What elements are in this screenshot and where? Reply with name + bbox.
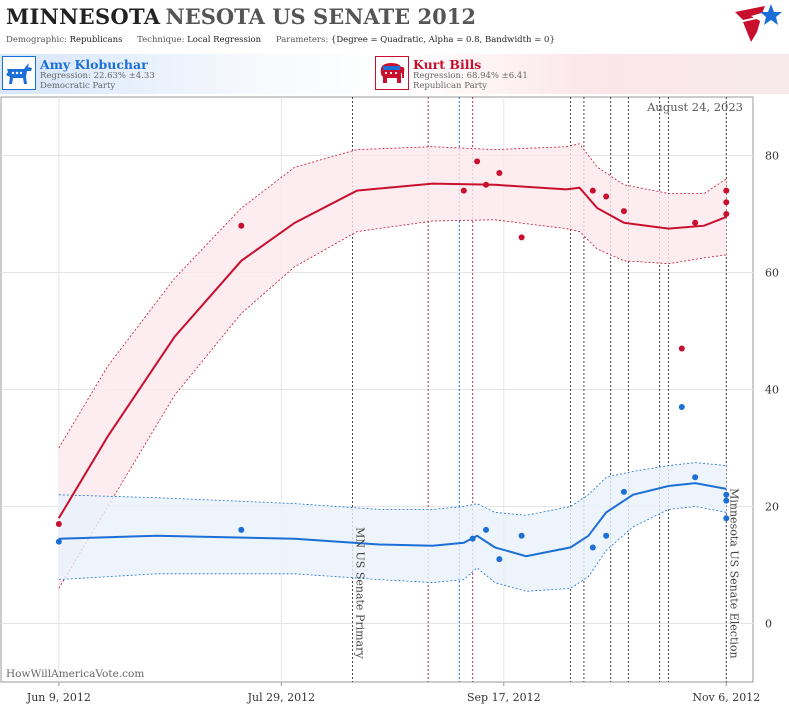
x-tick-label: Jul 29, 2012 [247,691,316,704]
poll-point [460,187,467,194]
y-tick-label: 0 [765,618,772,631]
poll-point [723,187,730,194]
poll-point [55,521,62,528]
poll-point [692,474,699,481]
poll-point [238,526,245,533]
demographic-label: Demographic: [6,35,67,45]
x-tick-label: Nov 6, 2012 [692,691,760,704]
poll-chart: 0 20 40 60 80 Jun 9, 2012 Jul 29, 2012 Sep 17, … [0,96,779,704]
labels-layer: 0 20 40 60 80 Jun 9, 2012 Jul 29, 2012 Sep 17, … [6,100,779,704]
trend-line [58,482,727,558]
confidence-bands-layer [58,143,727,592]
title-race: NESOTA US SENATE 2012 [165,4,476,29]
candidate-regression: Regression: 22.63% ±4.33 [40,71,155,81]
site-logo-icon [735,4,782,42]
y-tick-label: 60 [765,267,779,280]
poll-point [518,234,525,241]
candidate-card-klobuchar: Amy Klobuchar Regression: 22.63% ±4.33 D… [2,56,302,92]
poll-point [518,532,525,539]
poll-point [496,556,503,563]
poll-point [692,219,699,226]
candidate-name: Amy Klobuchar [40,57,148,72]
poll-point [723,497,730,504]
event-label: MN US Senate Primary [354,527,367,659]
trend-line [57,182,727,519]
poll-point [603,193,610,200]
poll-point [678,404,685,411]
band-lower-line [58,219,727,589]
poll-point [723,515,730,522]
poll-point [723,211,730,217]
poll-point [589,187,596,194]
watermark-label: HowWillAmericaVote.com [6,668,144,680]
poll-point [474,158,481,165]
title-state: MINNESOTA [6,4,161,29]
band-upper-line [58,143,727,449]
parameters-line: Demographic: Republicans Technique: Loca… [6,35,555,45]
parameters-value: {Degree = Quadratic, Alpha = 0.8, Bandwi… [330,35,555,45]
candidate-name: Kurt Bills [413,57,482,72]
poll-point [620,488,627,495]
y-tick-label: 80 [765,150,779,163]
poll-point [723,199,730,206]
poll-point [678,345,685,352]
event-label: Minnesota US Senate Election [727,488,740,658]
poll-point [238,222,245,229]
x-tick-label: Jun 9, 2012 [26,691,91,704]
chart-title: MINNESOTA NESOTA US SENATE 2012 [6,4,476,29]
data-points-layer [55,158,730,563]
poll-point [620,208,627,215]
chart-date-label: August 24, 2023 [646,100,743,114]
candidate-party: Democratic Party [40,81,116,91]
confidence-band [58,462,727,592]
elephant-icon [375,56,409,90]
poll-point [483,526,490,533]
candidate-party: Republican Party [413,81,487,91]
poll-point [55,538,62,545]
demographic-value: Republicans [69,35,123,45]
poll-point [496,170,503,177]
poll-point [469,535,476,542]
parameters-label: Parameters: [275,35,329,45]
donkey-icon [2,56,36,90]
candidate-regression: Regression: 68.94% ±6.41 [413,71,528,81]
y-tick-label: 40 [765,384,779,397]
poll-point [483,181,490,188]
poll-point [603,532,610,539]
x-tick-label: Sep 17, 2012 [467,691,541,704]
technique-label: Technique: [137,35,185,45]
poll-point [723,491,730,498]
poll-point [589,544,596,551]
y-tick-label: 20 [765,501,779,514]
candidate-card-bills: Kurt Bills Regression: 68.94% ±6.41 Repu… [375,56,675,92]
confidence-band [58,143,727,589]
technique-value: Local Regression [187,35,262,45]
trend-lines-layer [57,182,727,558]
